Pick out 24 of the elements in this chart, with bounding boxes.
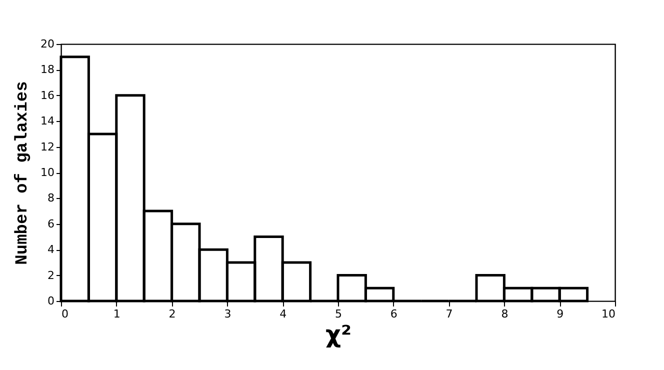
y-axis-title: Number of galaxies <box>14 81 33 265</box>
x-axis-title: χ² <box>326 320 352 348</box>
y-tick-label: 12 <box>40 140 54 154</box>
y-tick-label: 6 <box>48 217 54 230</box>
x-tick-label: 7 <box>446 308 453 320</box>
x-tick-label: 8 <box>501 308 508 320</box>
x-tick-label: 6 <box>390 308 398 320</box>
x-tick-label: 2 <box>168 308 176 320</box>
y-tick-label: 0 <box>48 294 54 308</box>
y-tick-label: 8 <box>48 192 54 205</box>
y-tick-label: 20 <box>40 38 54 50</box>
x-tick-label: 5 <box>335 308 342 320</box>
y-tick-label: 16 <box>40 88 54 102</box>
x-tick-label: 10 <box>602 308 616 320</box>
y-tick-label: 2 <box>48 268 54 282</box>
x-tick-label: 1 <box>113 308 120 320</box>
x-tick-label: 9 <box>556 308 564 320</box>
y-tick-label: 14 <box>40 114 54 128</box>
y-tick-label: 4 <box>48 243 54 256</box>
x-tick-label: 3 <box>224 308 232 320</box>
x-tick-label: 0 <box>62 308 68 320</box>
x-tick-label: 4 <box>280 308 287 320</box>
y-tick-label: 10 <box>40 166 54 179</box>
y-tick-label: 18 <box>40 63 54 76</box>
